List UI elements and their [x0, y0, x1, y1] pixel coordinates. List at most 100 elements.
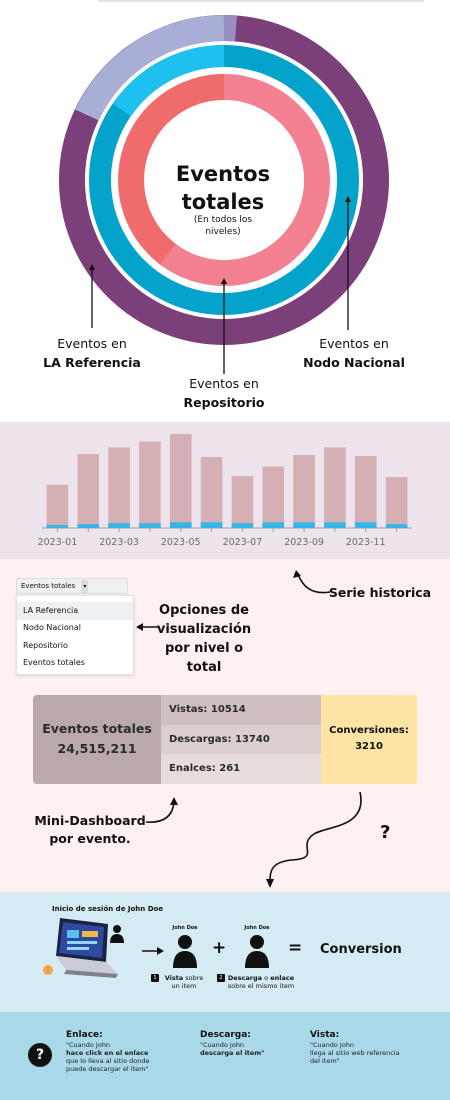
dashboard-downloads-cell: Descargas: 13740	[161, 725, 321, 754]
bar-2023-02	[77, 454, 100, 528]
pointer-arrow-la-referencia	[89, 264, 95, 270]
caption-vista-rest: sobre un item	[171, 974, 204, 990]
bar-base-2023-09	[293, 522, 315, 528]
bar-2023-01	[46, 484, 69, 528]
x-tick-label: 2023-03	[99, 537, 139, 548]
events-donut-diagram	[59, 15, 389, 374]
conversion-squiggle-arrow	[266, 791, 362, 888]
inner-ring-segment	[118, 74, 225, 265]
bar-base-2023-08	[262, 522, 285, 528]
label-nodo-name: Nodo Nacional	[303, 355, 405, 370]
options-note: Opciones de visualización por nivel o to…	[156, 603, 252, 675]
donut-center	[144, 100, 304, 260]
caption-vista-bold: Vista	[164, 974, 184, 982]
bar-2023-04	[139, 441, 161, 528]
dashboard-note: Mini-Dashboard por evento.	[34, 813, 146, 846]
caption-descarga-bold: Descarga	[227, 974, 263, 982]
legend-vista: Vista: "Cuando John llega al sitio web r…	[310, 1030, 430, 1065]
dashboard-total-cell: Eventos totales 24,515,211	[33, 695, 161, 784]
bar-base-2023-03	[108, 523, 130, 528]
bar-base-2023-04	[139, 523, 161, 528]
option-repositorio[interactable]: Repositorio	[23, 641, 68, 650]
dashboard-downloads: Descargas: 13740	[169, 734, 270, 745]
legend-enlace-line3: que lo lleva al sitio donde	[66, 1057, 150, 1065]
dashboard-total-value: 24,515,211	[57, 741, 137, 756]
label-la-referencia: Eventos en LA Referencia	[40, 334, 144, 372]
legend-enlace: Enlace: "Cuando John hace click en el en…	[66, 1030, 186, 1073]
caption-descarga: Descarga o enlace sobre el mismo item	[222, 974, 300, 990]
plus-sign: +	[212, 938, 227, 958]
top-divider	[98, 0, 424, 2]
donut-center-subtitle: (En todos los niveles)	[193, 215, 253, 237]
x-tick-label: 2023-09	[284, 537, 324, 548]
dashboard-arrow	[145, 797, 178, 823]
x-tick-label: 2023-11	[346, 537, 386, 548]
pointer-arrow-repositorio	[221, 278, 227, 284]
option-eventos-totales[interactable]: Eventos totales	[23, 658, 85, 667]
bar-base-2023-11	[354, 522, 377, 528]
dashboard-links: Enalces: 261	[169, 763, 241, 774]
donut-center-title: Eventos totales	[175, 162, 271, 214]
label-nodo-nacional: Eventos en Nodo Nacional	[298, 334, 410, 372]
x-tick-label: 2023-07	[223, 537, 263, 548]
user2-icon	[245, 935, 269, 968]
bar-base-2023-02	[77, 524, 100, 528]
user1-name: John Doe	[172, 925, 198, 931]
legend-vista-line2: llega al sitio web referencia	[310, 1049, 400, 1057]
caption-descarga-mid: o	[264, 974, 269, 982]
legend-vista-line1: "Cuando John	[310, 1041, 355, 1049]
caption-vista: Vista sobre un item	[160, 974, 208, 990]
question-mark: ?	[380, 822, 391, 843]
bar-2023-12	[385, 477, 408, 528]
bar-2023-07	[231, 476, 254, 528]
legend-vista-line3: del item"	[310, 1057, 340, 1065]
legend-descarga-line1: "Cuando John	[200, 1041, 245, 1049]
label-la-referencia-prefix: Eventos en	[57, 336, 127, 351]
bar-2023-05	[169, 433, 192, 528]
bar-base-2023-07	[231, 523, 254, 528]
middle-ring-segment	[112, 45, 225, 117]
question-badge-icon: ?	[28, 1043, 52, 1067]
legend-descarga-line2: descarga el item"	[200, 1049, 265, 1057]
label-la-referencia-name: LA Referencia	[43, 355, 141, 370]
bar-2023-11	[354, 456, 377, 528]
bar-base-2023-10	[324, 522, 346, 528]
dashboard-views: Vistas: 10514	[169, 704, 246, 715]
legend-enlace-line4: puede descargar el item"	[66, 1065, 149, 1073]
legend-enlace-line1: "Cuando John	[66, 1041, 111, 1049]
label-nodo-prefix: Eventos en	[319, 336, 389, 351]
outer-ring-segment	[75, 15, 225, 121]
dashboard-conversions-cell: Conversiones: 3210	[321, 695, 417, 784]
legend-panel	[0, 1012, 450, 1100]
badge-2: 2	[217, 974, 225, 982]
bar-2023-06	[200, 456, 223, 528]
serie-historica-note: Serie historica	[328, 585, 432, 600]
bar-2023-08	[262, 466, 285, 528]
dashboard-total-label: Eventos totales	[42, 721, 152, 736]
label-repositorio-prefix: Eventos en	[189, 376, 259, 391]
pointer-arrow-nodo	[345, 196, 351, 202]
legend-enlace-title: Enlace:	[66, 1030, 103, 1040]
conversion-result: Conversion	[320, 942, 402, 957]
outer-ring-small-segment	[223, 15, 238, 42]
level-select-value: Eventos totales	[21, 582, 76, 590]
dashboard-conversions-value: 3210	[355, 741, 383, 752]
options-arrow	[136, 623, 158, 631]
serie-historica-arrow	[293, 570, 331, 594]
label-repositorio-name: Repositorio	[183, 395, 265, 410]
mini-dashboard: Eventos totales 24,515,211 Vistas: 10514…	[33, 695, 417, 784]
level-select[interactable]: Eventos totales ▾	[16, 578, 128, 594]
legend-enlace-line2: hace click en el enlace	[66, 1049, 149, 1057]
option-la-referencia[interactable]: LA Referencia	[17, 602, 133, 620]
session-title: Inicio de sesión de John Doe	[52, 905, 164, 913]
user1-icon	[173, 935, 197, 968]
badge-1: 1	[151, 974, 159, 982]
right-arrow-icon	[142, 947, 164, 955]
legend-vista-title: Vista:	[310, 1030, 340, 1040]
dashboard-conversions-label: Conversiones:	[329, 725, 409, 736]
equals-sign: =	[288, 938, 303, 958]
bar-2023-09	[293, 455, 315, 528]
chevron-down-icon: ▾	[81, 580, 89, 594]
option-nodo-nacional[interactable]: Nodo Nacional	[23, 623, 81, 632]
dashboard-links-cell: Enalces: 261	[161, 754, 321, 784]
